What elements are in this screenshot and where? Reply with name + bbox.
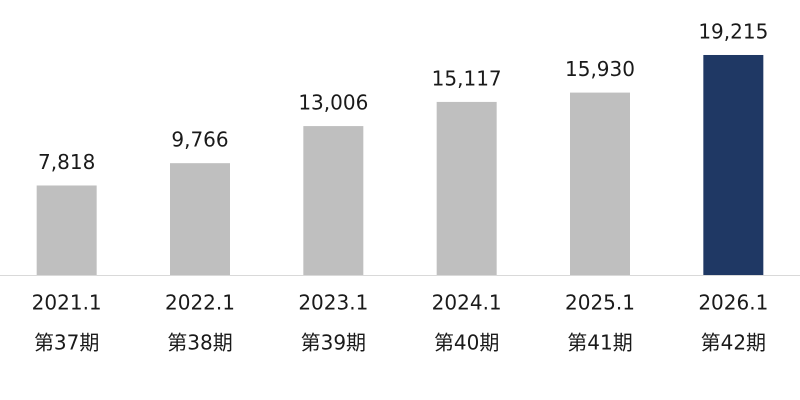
- x-tick-label: 2024.1: [432, 291, 502, 315]
- period-label: 第42期: [701, 331, 766, 355]
- value-label: 13,006: [298, 91, 368, 115]
- bar: [570, 92, 630, 275]
- bar: [36, 185, 97, 275]
- x-tick-label: 2023.1: [298, 291, 368, 315]
- x-tick-label: 2025.1: [565, 291, 635, 315]
- period-label: 第38期: [167, 331, 232, 355]
- value-label: 15,117: [432, 66, 502, 90]
- value-label: 19,215: [698, 19, 768, 43]
- bar: [170, 163, 230, 275]
- bar: [303, 126, 364, 275]
- period-label: 第41期: [567, 331, 632, 355]
- period-label: 第39期: [301, 331, 366, 355]
- value-label: 15,930: [565, 57, 635, 81]
- x-tick-label: 2021.1: [32, 291, 102, 315]
- value-label: 9,766: [171, 128, 228, 152]
- x-tick-label: 2022.1: [165, 291, 235, 315]
- x-tick-label: 2026.1: [698, 291, 768, 315]
- bar: [703, 54, 764, 275]
- bar: [436, 101, 497, 276]
- period-label: 第40期: [434, 331, 499, 355]
- period-label: 第37期: [34, 331, 99, 355]
- value-label: 7,818: [38, 150, 95, 174]
